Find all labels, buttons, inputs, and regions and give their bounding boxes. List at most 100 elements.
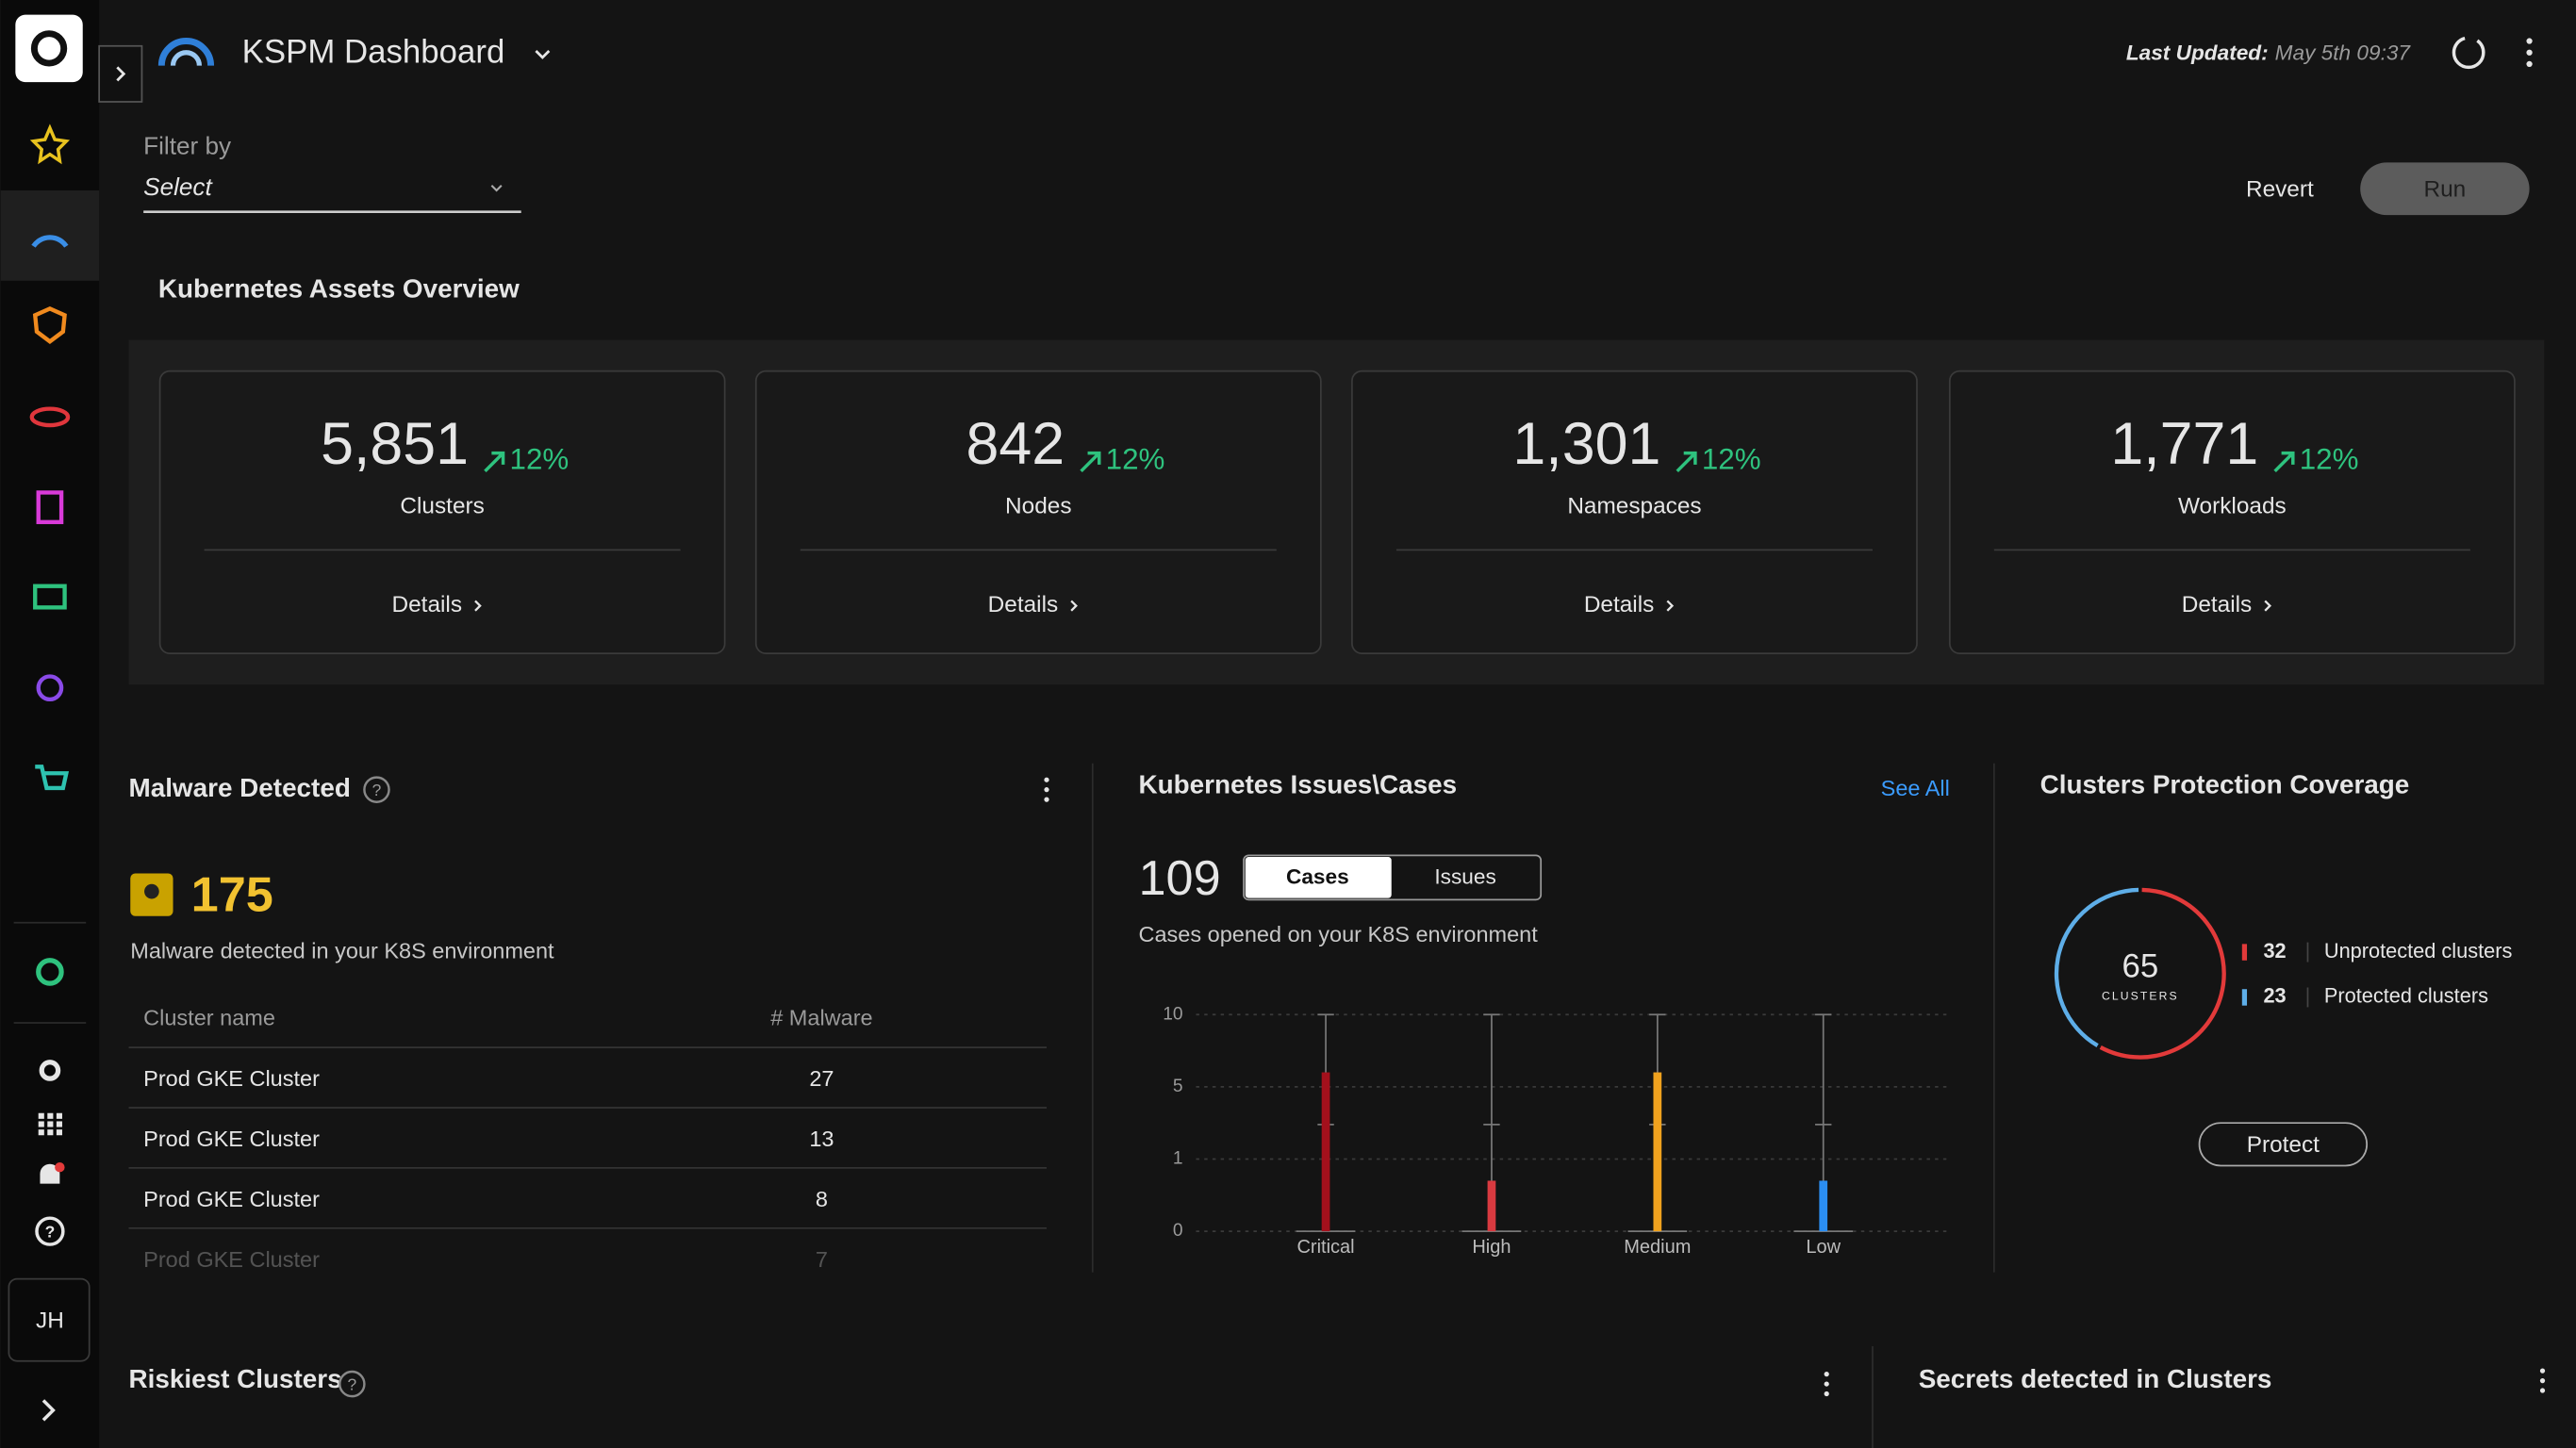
section-title: Secrets detected in Clusters [1919, 1364, 2272, 1393]
details-chevron [2264, 600, 2272, 612]
see-all-link[interactable]: See All [1881, 776, 1950, 800]
x-tick-label: Critical [1296, 1237, 1354, 1258]
y-tick-label: 10 [1163, 1004, 1182, 1024]
asset-value: 5,851 [321, 411, 469, 477]
secrets-menu[interactable] [2539, 1368, 2546, 1393]
nav-assets[interactable] [33, 584, 67, 610]
nav-marketplace[interactable] [35, 765, 70, 791]
issues-count: 109 [1139, 851, 1221, 906]
asset-change: 12% [2300, 443, 2359, 476]
help-glyph: ? [45, 1222, 56, 1241]
details-chevron [1666, 600, 1675, 612]
nav-favorites[interactable] [29, 123, 71, 165]
nav-settings[interactable] [39, 1060, 61, 1081]
column-header: # Malware [770, 1006, 872, 1030]
trend-arrow [1676, 451, 1697, 473]
skull-glyph [144, 883, 159, 899]
legend-label: Protected clusters [2324, 984, 2488, 1008]
trend-arrow [1080, 451, 1101, 473]
asset-label: Workloads [2178, 494, 2287, 519]
tab-cases: Cases [1286, 865, 1349, 889]
section-title: Riskiest Clusters [129, 1364, 342, 1393]
details-link[interactable]: Details [1584, 592, 1655, 617]
malware-count: 8 [816, 1187, 828, 1211]
asset-value: 1,771 [2110, 411, 2258, 477]
y-tick-label: 0 [1173, 1221, 1183, 1241]
asset-value: 1,301 [1512, 411, 1660, 477]
donut-total-label: CLUSTERS [2102, 989, 2179, 1002]
details-link[interactable]: Details [2182, 592, 2253, 617]
details-chevron [1070, 600, 1078, 612]
dashboard-icon [157, 38, 215, 66]
malware-count: 7 [816, 1247, 828, 1272]
filter-select[interactable]: Select [143, 173, 213, 201]
legend-value: 32 [2263, 939, 2286, 963]
help-glyph: ? [348, 1374, 357, 1393]
protect-label: Protect [2247, 1132, 2320, 1158]
x-tick-label: Low [1806, 1237, 1841, 1258]
nav-dashboard[interactable] [31, 235, 69, 248]
nav-cases[interactable] [36, 490, 64, 524]
sidebar-expand[interactable] [41, 1399, 56, 1422]
help-icon[interactable] [339, 1370, 366, 1398]
nav-security[interactable] [32, 306, 67, 344]
nav-apps[interactable] [38, 1112, 62, 1136]
issues-description: Cases opened on your K8S environment [1139, 922, 1539, 946]
select-chevron [490, 185, 503, 192]
details-link[interactable]: Details [988, 592, 1059, 617]
x-tick-label: High [1472, 1237, 1511, 1258]
protect-button[interactable] [2198, 1122, 2369, 1167]
app-logo[interactable] [15, 14, 83, 83]
run-button[interactable] [2360, 162, 2530, 216]
donut-arc [2099, 887, 2226, 1060]
riskiest-menu[interactable] [1824, 1372, 1829, 1397]
help-icon[interactable] [363, 776, 390, 803]
nav-help[interactable] [35, 1216, 65, 1246]
help-glyph: ? [372, 781, 382, 799]
nav-cortex[interactable] [36, 958, 64, 986]
malware-description: Malware detected in your K8S environment [130, 938, 554, 963]
panel-toggle[interactable] [98, 44, 143, 103]
malware-count: 27 [809, 1066, 834, 1091]
malware-count: 13 [809, 1127, 834, 1151]
filter-label: Filter by [143, 132, 231, 160]
user-initials: JH [36, 1308, 64, 1333]
tab-issues[interactable]: Issues [1434, 865, 1495, 889]
nav-automation[interactable] [36, 674, 64, 702]
asset-label: Clusters [400, 494, 484, 519]
donut-total: 65 [2122, 948, 2158, 985]
asset-change: 12% [1702, 443, 1761, 476]
last-updated: May 5th 09:37 [2275, 41, 2412, 64]
cluster-name: Prod GKE Cluster [143, 1066, 320, 1091]
bar [1321, 1072, 1330, 1232]
last-updated-label: Last Updated: [2126, 41, 2269, 64]
notification-dot [55, 1161, 65, 1173]
malware-menu[interactable] [1044, 777, 1049, 802]
revert-button[interactable]: Revert [2246, 176, 2314, 202]
section-title: Kubernetes Assets Overview [158, 274, 520, 304]
section-title: Clusters Protection Coverage [2040, 770, 2410, 799]
asset-change: 12% [1106, 443, 1165, 476]
title-dropdown[interactable] [535, 50, 551, 59]
details-link[interactable]: Details [392, 592, 463, 617]
cluster-name: Prod GKE Cluster [143, 1127, 320, 1151]
refresh-button[interactable] [2452, 36, 2485, 70]
tab-active[interactable] [1245, 857, 1392, 898]
run-label: Run [2424, 176, 2467, 202]
asset-card [754, 370, 1322, 654]
nav-notifications[interactable] [40, 1163, 60, 1184]
column-header: Cluster name [143, 1006, 275, 1030]
y-tick-label: 5 [1173, 1077, 1183, 1096]
asset-label: Namespaces [1567, 494, 1701, 519]
legend-marker [2241, 989, 2248, 1006]
nav-threat[interactable] [29, 406, 71, 428]
asset-value: 842 [966, 411, 1065, 477]
asset-label: Nodes [1005, 494, 1071, 519]
header-menu[interactable] [2526, 38, 2533, 68]
x-tick-label: Medium [1624, 1237, 1691, 1258]
toggle-icon [116, 66, 126, 82]
user-avatar[interactable] [8, 1277, 91, 1362]
legend-label: Unprotected clusters [2324, 939, 2513, 963]
bar [1653, 1072, 1662, 1232]
